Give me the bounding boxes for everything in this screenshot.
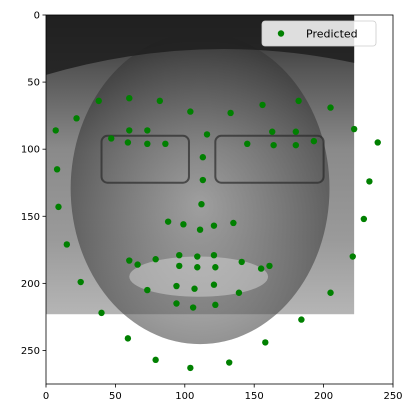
x-tick-label: 150 [245, 391, 264, 402]
scatter-point [180, 221, 187, 228]
scatter-point [210, 222, 218, 229]
y-tick-label: 150 [21, 212, 40, 223]
scatter-point [156, 97, 164, 105]
x-tick-label: 50 [109, 391, 122, 402]
scatter-point [266, 262, 273, 270]
axes: 0 50 100 150 200 250 0 50 100 150 200 250 [21, 11, 403, 403]
scatter-point [176, 251, 183, 259]
scatter-point [187, 108, 194, 115]
scatter-point [298, 316, 305, 323]
scatter-point [259, 101, 266, 109]
glasses-right-lens [214, 134, 325, 184]
scatter-point [199, 176, 207, 184]
scatter-point [292, 141, 300, 149]
scatter-point [257, 265, 265, 272]
scatter-point [126, 94, 133, 102]
scatter-point [126, 127, 133, 134]
scatter-point [191, 285, 198, 292]
mouth-shape [129, 256, 269, 297]
scatter-point [235, 289, 243, 296]
scatter-point [108, 135, 115, 142]
y-tick-label: 200 [21, 279, 40, 290]
scatter-point [126, 257, 133, 264]
scatter-point [124, 139, 132, 146]
scatter-point [144, 127, 151, 134]
scatter-point [210, 251, 218, 259]
scatter-point [327, 289, 334, 296]
scatter-point [194, 253, 201, 260]
y-tick-label: 50 [27, 78, 40, 89]
scatter-point [176, 262, 183, 270]
scatter-point [203, 131, 211, 138]
scatter-point [173, 282, 180, 290]
scatter-point [95, 97, 102, 105]
scatter-point [350, 125, 358, 133]
legend-label-predicted: Predicted [306, 28, 358, 41]
scatter-point [269, 128, 276, 135]
scatter-point [360, 215, 368, 223]
face-shading [70, 32, 330, 345]
legend-box [261, 20, 377, 47]
scatter-point [262, 339, 269, 346]
scatter-point [73, 115, 80, 122]
legend: Predicted [261, 20, 377, 47]
scatter-point [152, 256, 159, 263]
scatter-point [144, 140, 151, 148]
scatter-point [189, 304, 197, 311]
scatter-point [124, 335, 132, 342]
y-tick-label: 0 [34, 11, 40, 22]
scatter-point [210, 281, 218, 288]
scatter-point [98, 309, 105, 317]
scatter-point [327, 104, 334, 111]
scatter-point [366, 178, 373, 185]
scatter-point [162, 140, 169, 148]
scatter-point [194, 264, 201, 271]
scatter-point [226, 359, 233, 366]
scatter-point [77, 278, 84, 286]
glasses-left-lens [100, 134, 190, 184]
scatter-point [310, 137, 318, 145]
scatter-point [152, 356, 159, 364]
scatter-point [198, 201, 205, 208]
scatter-point [63, 241, 71, 248]
scatter-point [134, 261, 141, 268]
scatter-point [230, 219, 237, 227]
scatter-point [164, 218, 172, 225]
scatter-markers [52, 94, 381, 372]
scatter-point [227, 109, 234, 117]
scatter-point [295, 97, 302, 105]
scatter-point [292, 128, 300, 135]
legend-marker-predicted [277, 30, 285, 37]
plot-frame [45, 14, 394, 385]
x-tick-label: 0 [43, 391, 49, 402]
scatter-point [199, 154, 207, 161]
scatter-point [196, 226, 204, 233]
scatter-point [244, 140, 251, 148]
x-tick-label: 100 [175, 391, 194, 402]
scatter-point [349, 253, 356, 260]
y-tick-label: 250 [21, 346, 40, 357]
scatter-point [52, 127, 59, 134]
scatter-point [55, 203, 62, 211]
scatter-point [374, 139, 381, 146]
scatter-point [187, 364, 194, 372]
scatter-point [270, 141, 277, 149]
scatter-point [212, 264, 219, 271]
scatter-point [212, 301, 219, 309]
y-tick-label: 100 [21, 145, 40, 156]
scatter-point [53, 166, 61, 173]
x-tick-label: 250 [383, 391, 402, 402]
scatter-point [144, 286, 151, 294]
scatter-point [173, 300, 180, 307]
scatter-point [238, 258, 245, 266]
x-tick-label: 200 [314, 391, 333, 402]
